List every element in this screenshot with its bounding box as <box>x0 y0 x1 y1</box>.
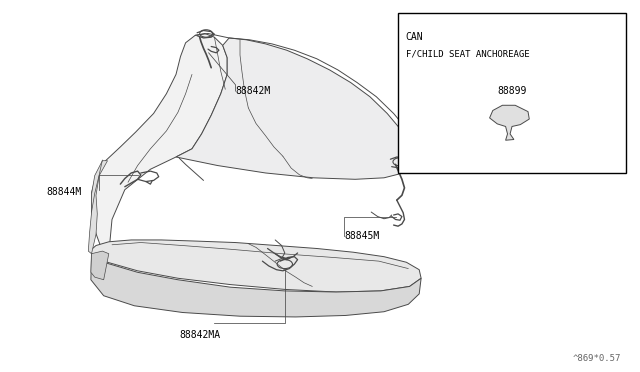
Polygon shape <box>490 105 529 140</box>
Text: 88899: 88899 <box>497 86 527 96</box>
Polygon shape <box>91 254 421 317</box>
Text: 88842MA: 88842MA <box>179 330 220 340</box>
Text: CAN: CAN <box>406 32 424 42</box>
Polygon shape <box>92 33 227 254</box>
Polygon shape <box>91 251 109 280</box>
Polygon shape <box>88 161 108 254</box>
Text: ^869*0.57: ^869*0.57 <box>572 354 621 363</box>
Text: 88842M: 88842M <box>236 86 271 96</box>
Text: 88845M: 88845M <box>344 231 380 241</box>
Text: F/CHILD SEAT ANCHOREAGE: F/CHILD SEAT ANCHOREAGE <box>406 49 529 58</box>
Bar <box>398 13 626 173</box>
Polygon shape <box>91 240 421 292</box>
Polygon shape <box>176 38 415 179</box>
Text: 88844M: 88844M <box>47 187 82 196</box>
